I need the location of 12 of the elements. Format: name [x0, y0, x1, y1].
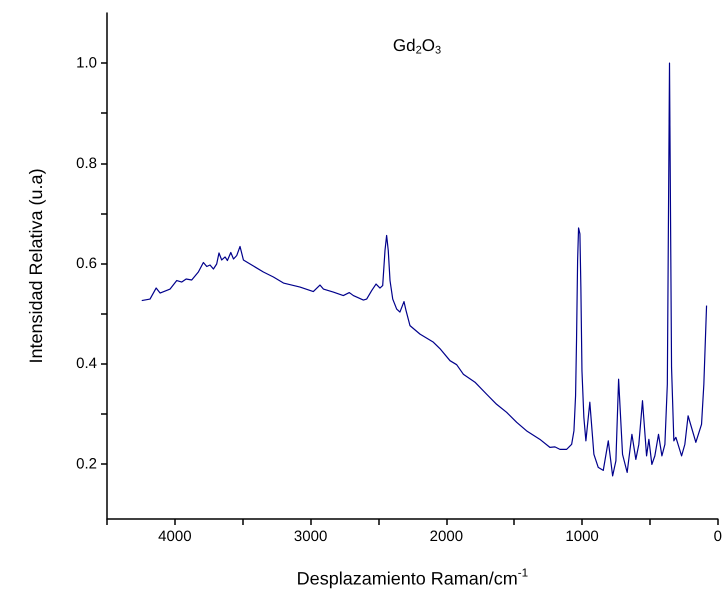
- x-tick-label: 0: [714, 528, 722, 545]
- line-series: [141, 62, 708, 477]
- y-tick-label: 0.4: [76, 355, 97, 372]
- x-tick-label: 4000: [158, 528, 192, 545]
- y-tick-label: 0.8: [76, 154, 97, 172]
- y-tick-label: 1.0: [76, 54, 97, 72]
- x-tick-label: 3000: [294, 528, 328, 545]
- y-axis-title: Intensidad Relativa (u.a): [26, 168, 46, 364]
- x-tick-label: 1000: [565, 528, 599, 545]
- y-tick-label: 0.6: [76, 254, 97, 272]
- y-tick-label: 0.2: [76, 455, 97, 472]
- x-tick-label: 2000: [430, 528, 464, 545]
